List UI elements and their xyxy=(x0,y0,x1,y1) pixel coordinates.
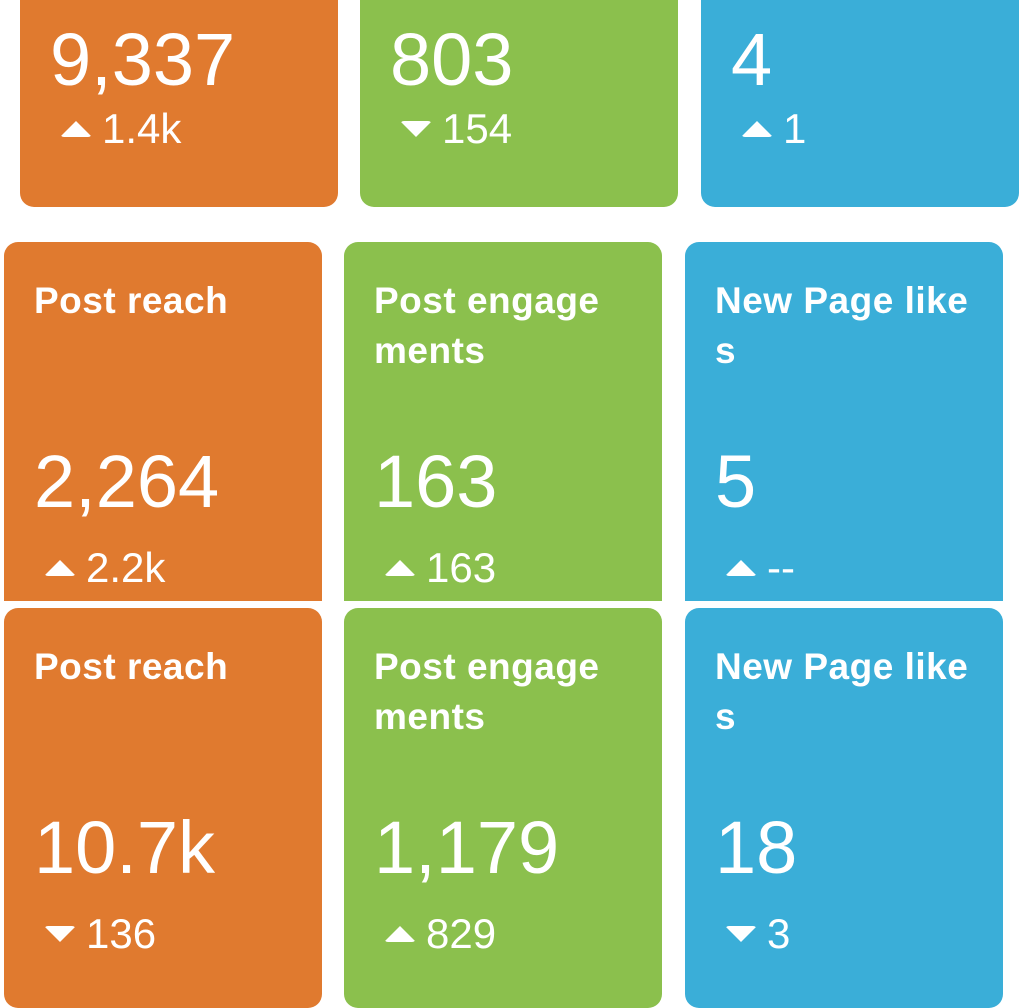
metric-value: 10.7k xyxy=(34,806,216,889)
delta-value: 163 xyxy=(426,544,497,591)
metric-title: New Page likes xyxy=(715,646,969,737)
metric-title: Post engagements xyxy=(374,280,600,371)
metric-value: 9,337 xyxy=(50,18,236,101)
arrow-up-icon xyxy=(384,560,416,576)
metric-delta: 154 xyxy=(400,105,512,153)
arrow-down-icon xyxy=(725,926,757,942)
arrow-up-icon xyxy=(741,121,773,137)
delta-value: -- xyxy=(767,544,795,591)
metric-value: 163 xyxy=(374,440,498,523)
middle-new-page-likes-card[interactable]: New Page likes 5 -- xyxy=(685,242,1003,601)
metric-title: Post reach xyxy=(34,280,229,321)
metric-value: 2,264 xyxy=(34,440,220,523)
top-post-engagements-card[interactable]: 803 154 xyxy=(360,0,678,207)
middle-post-engagements-card[interactable]: Post engagements 163 163 xyxy=(344,242,662,601)
metric-delta: 829 xyxy=(384,910,496,958)
arrow-down-icon xyxy=(400,121,432,137)
metric-title: New Page likes xyxy=(715,280,969,371)
metric-value: 4 xyxy=(731,18,773,101)
metric-delta: 3 xyxy=(725,910,790,958)
metric-value: 1,179 xyxy=(374,806,560,889)
metric-delta: -- xyxy=(725,544,795,592)
top-post-reach-card[interactable]: 9,337 1.4k xyxy=(20,0,338,207)
delta-value: 829 xyxy=(426,910,497,957)
metric-delta: 136 xyxy=(44,910,156,958)
arrow-up-icon xyxy=(725,560,757,576)
delta-value: 136 xyxy=(86,910,157,957)
bottom-post-engagements-card[interactable]: Post engagements 1,179 829 xyxy=(344,608,662,1008)
delta-value: 1 xyxy=(783,105,807,152)
metric-value: 5 xyxy=(715,440,757,523)
metric-value: 18 xyxy=(715,806,798,889)
arrow-up-icon xyxy=(44,560,76,576)
metric-delta: 1 xyxy=(741,105,806,153)
metric-title: Post reach xyxy=(34,646,229,687)
delta-value: 154 xyxy=(442,105,513,152)
metric-value: 803 xyxy=(390,18,514,101)
middle-post-reach-card[interactable]: Post reach 2,264 2.2k xyxy=(4,242,322,601)
delta-value: 3 xyxy=(767,910,791,957)
metric-title: Post engagements xyxy=(374,646,600,737)
delta-value: 2.2k xyxy=(86,544,166,591)
bottom-post-reach-card[interactable]: Post reach 10.7k 136 xyxy=(4,608,322,1008)
arrow-down-icon xyxy=(44,926,76,942)
metric-delta: 2.2k xyxy=(44,544,165,592)
arrow-up-icon xyxy=(384,926,416,942)
delta-value: 1.4k xyxy=(102,105,182,152)
arrow-up-icon xyxy=(60,121,92,137)
metric-delta: 1.4k xyxy=(60,105,181,153)
bottom-new-page-likes-card[interactable]: New Page likes 18 3 xyxy=(685,608,1003,1008)
metric-delta: 163 xyxy=(384,544,496,592)
